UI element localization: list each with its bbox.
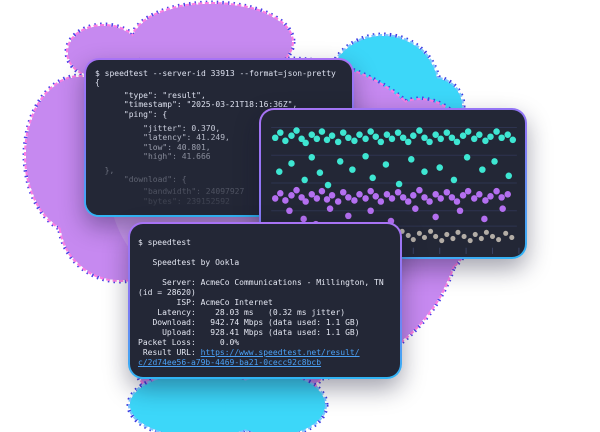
terminal-line: [138, 248, 396, 258]
dot-plot-chart: [271, 126, 520, 254]
terminal-line: Packet Loss: 0.0%: [138, 338, 240, 347]
result-url-row-2: c/2d74ee56-a79b-4469-ba21-0cecc92c8bcb: [138, 358, 396, 368]
terminal-line: "type": "result",: [95, 90, 206, 100]
terminal-line: $ speedtest: [138, 238, 191, 247]
terminal-speedtest-output: $ speedtest Speedtest by Ookla Server: A…: [138, 238, 396, 348]
result-url-label: Result URL:: [138, 348, 201, 357]
terminal-line: "ping": {: [95, 109, 168, 119]
terminal-line: {: [95, 78, 100, 88]
terminal-line: Upload: 928.41 Mbps (data used: 1.1 GB): [138, 328, 360, 337]
terminal-line: ISP: AcmeCo Internet: [138, 298, 273, 307]
series-teal-sparse: [276, 152, 513, 189]
terminal-line: Latency: 28.03 ms (0.32 ms jitter): [138, 308, 346, 317]
cyan-cloud-bottom: [126, 369, 329, 432]
terminal-line: Download: 942.74 Mbps (data used: 1.1 GB…: [138, 318, 360, 327]
result-url-link[interactable]: https://www.speedtest.net/result/: [200, 348, 360, 357]
terminal-line: "timestamp": "2025-03-21T18:16:36Z",: [95, 100, 298, 110]
result-url-link-continued[interactable]: c/2d74ee56-a79b-4469-ba21-0cecc92c8bcb: [138, 358, 322, 367]
terminal-line: (id = 28620): [138, 288, 196, 297]
result-url-row: Result URL: https://www.speedtest.net/re…: [138, 348, 396, 358]
terminal-line: Server: AcmeCo Communications - Millingt…: [138, 278, 384, 287]
terminal-speedtest-panel: $ speedtest Speedtest by Ookla Server: A…: [128, 222, 402, 379]
terminal-line: Speedtest by Ookla: [138, 258, 240, 267]
series-gray-band: [388, 228, 515, 244]
terminal-speedtest-body: $ speedtest Speedtest by Ookla Server: A…: [130, 224, 400, 377]
terminal-line: [138, 268, 396, 278]
terminal-line: $ speedtest --server-id 33913 --format=j…: [95, 69, 336, 78]
series-teal-dense-band: [271, 127, 517, 147]
series-purple-dense-band: [271, 186, 511, 205]
